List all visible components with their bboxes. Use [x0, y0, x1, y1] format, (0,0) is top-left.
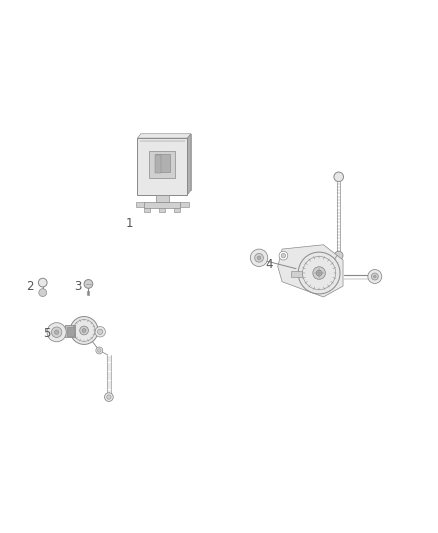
Polygon shape — [278, 245, 343, 297]
Bar — [155, 154, 170, 172]
Circle shape — [39, 278, 47, 287]
Circle shape — [96, 347, 103, 354]
Circle shape — [107, 395, 111, 399]
Circle shape — [39, 289, 47, 296]
Circle shape — [279, 251, 288, 260]
Circle shape — [54, 330, 59, 334]
Bar — [67, 327, 74, 336]
Bar — [174, 208, 180, 212]
Bar — [159, 208, 166, 212]
Bar — [138, 138, 187, 195]
Circle shape — [80, 326, 88, 335]
Bar — [145, 202, 180, 208]
Text: 4: 4 — [265, 258, 273, 271]
Bar — [136, 203, 145, 207]
Text: 2: 2 — [26, 280, 33, 293]
Bar — [155, 155, 161, 173]
Circle shape — [371, 273, 378, 280]
Text: 1: 1 — [126, 217, 134, 230]
Polygon shape — [138, 134, 191, 138]
Bar — [156, 195, 169, 202]
Circle shape — [70, 317, 98, 344]
Circle shape — [98, 349, 101, 352]
Polygon shape — [187, 134, 191, 195]
Circle shape — [105, 393, 113, 401]
Circle shape — [47, 322, 66, 342]
Circle shape — [368, 270, 382, 284]
Circle shape — [84, 279, 93, 288]
Bar — [291, 271, 302, 277]
Circle shape — [98, 329, 103, 334]
Circle shape — [334, 172, 343, 182]
Circle shape — [374, 275, 376, 278]
Circle shape — [313, 266, 325, 279]
Circle shape — [82, 328, 86, 333]
Circle shape — [281, 254, 286, 258]
Circle shape — [316, 270, 322, 276]
Bar — [149, 150, 176, 177]
Circle shape — [298, 252, 340, 294]
Text: 3: 3 — [74, 280, 81, 293]
Bar — [145, 208, 150, 212]
Circle shape — [51, 327, 62, 337]
Bar — [65, 325, 75, 337]
Circle shape — [257, 256, 261, 260]
Text: 5: 5 — [43, 327, 51, 341]
Circle shape — [95, 327, 106, 337]
Circle shape — [254, 254, 263, 262]
Circle shape — [334, 251, 343, 260]
Bar — [141, 134, 191, 190]
Circle shape — [251, 249, 268, 266]
Bar — [180, 203, 189, 207]
